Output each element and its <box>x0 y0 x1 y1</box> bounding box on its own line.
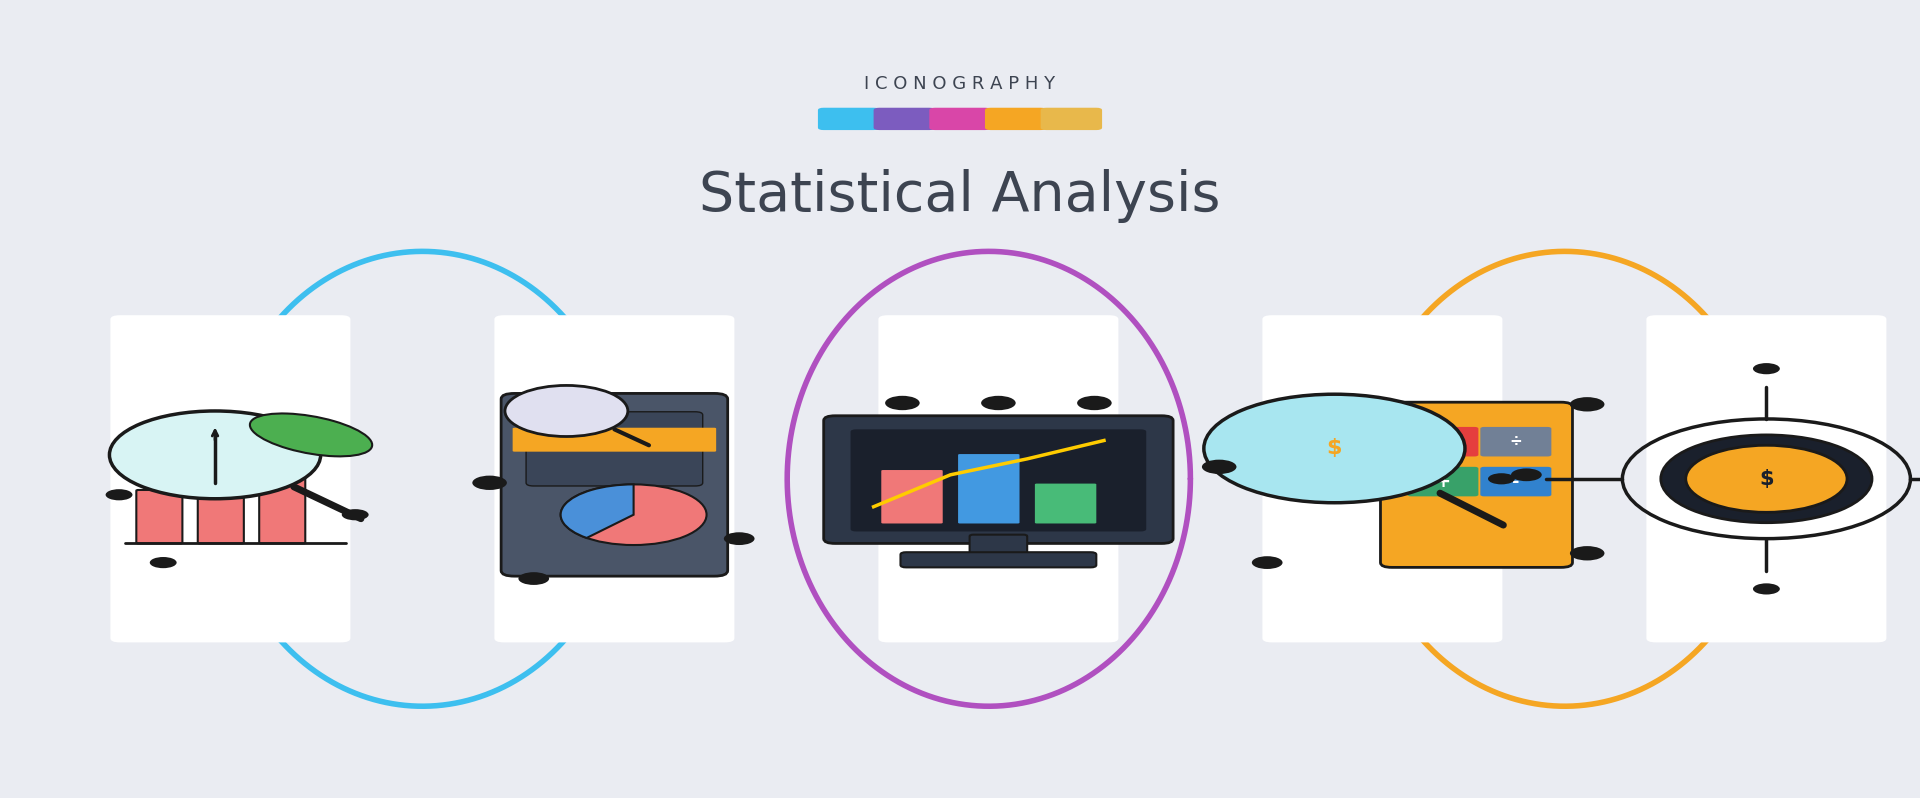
Circle shape <box>561 484 707 545</box>
FancyBboxPatch shape <box>1407 467 1478 496</box>
FancyBboxPatch shape <box>818 108 879 130</box>
Text: $: $ <box>1327 438 1342 459</box>
FancyBboxPatch shape <box>495 315 733 642</box>
Circle shape <box>1252 556 1283 569</box>
FancyBboxPatch shape <box>526 412 703 486</box>
FancyBboxPatch shape <box>1480 467 1551 496</box>
Circle shape <box>1077 396 1112 410</box>
FancyBboxPatch shape <box>879 315 1117 642</box>
FancyBboxPatch shape <box>1041 108 1102 130</box>
Circle shape <box>505 385 628 437</box>
FancyBboxPatch shape <box>259 450 305 543</box>
Wedge shape <box>561 484 634 538</box>
FancyBboxPatch shape <box>851 429 1146 531</box>
Ellipse shape <box>250 413 372 456</box>
FancyBboxPatch shape <box>1647 315 1885 642</box>
Text: -: - <box>1513 472 1519 491</box>
Circle shape <box>1571 546 1605 560</box>
Text: Statistical Analysis: Statistical Analysis <box>699 168 1221 223</box>
FancyBboxPatch shape <box>1407 427 1478 456</box>
Circle shape <box>472 476 507 490</box>
Text: $: $ <box>1759 468 1774 489</box>
FancyBboxPatch shape <box>824 416 1173 543</box>
Circle shape <box>342 509 369 520</box>
Circle shape <box>1753 363 1780 374</box>
Circle shape <box>1488 473 1515 484</box>
FancyBboxPatch shape <box>1480 427 1551 456</box>
Text: +: + <box>1436 472 1450 491</box>
FancyBboxPatch shape <box>929 108 991 130</box>
FancyBboxPatch shape <box>1263 315 1501 642</box>
FancyBboxPatch shape <box>900 552 1096 567</box>
Circle shape <box>150 557 177 568</box>
FancyBboxPatch shape <box>985 108 1046 130</box>
Circle shape <box>1202 460 1236 474</box>
FancyBboxPatch shape <box>874 108 935 130</box>
Circle shape <box>1571 397 1605 412</box>
Circle shape <box>106 489 132 500</box>
Circle shape <box>981 396 1016 410</box>
Circle shape <box>1686 445 1847 512</box>
Circle shape <box>724 532 755 545</box>
FancyBboxPatch shape <box>958 454 1020 523</box>
FancyBboxPatch shape <box>1380 402 1572 567</box>
Circle shape <box>1661 435 1872 523</box>
Circle shape <box>885 396 920 410</box>
Circle shape <box>518 572 549 585</box>
Circle shape <box>1204 394 1465 503</box>
Circle shape <box>1753 583 1780 595</box>
Text: ÷: ÷ <box>1509 434 1523 449</box>
FancyBboxPatch shape <box>136 490 182 543</box>
Text: ×: × <box>1436 434 1450 449</box>
FancyBboxPatch shape <box>881 470 943 523</box>
Circle shape <box>1511 468 1542 481</box>
FancyBboxPatch shape <box>109 315 349 642</box>
FancyBboxPatch shape <box>513 428 716 452</box>
FancyBboxPatch shape <box>501 393 728 576</box>
Circle shape <box>109 411 321 499</box>
Text: I C O N O G R A P H Y: I C O N O G R A P H Y <box>864 75 1056 93</box>
FancyBboxPatch shape <box>198 470 244 543</box>
FancyBboxPatch shape <box>970 535 1027 559</box>
FancyBboxPatch shape <box>1035 484 1096 523</box>
